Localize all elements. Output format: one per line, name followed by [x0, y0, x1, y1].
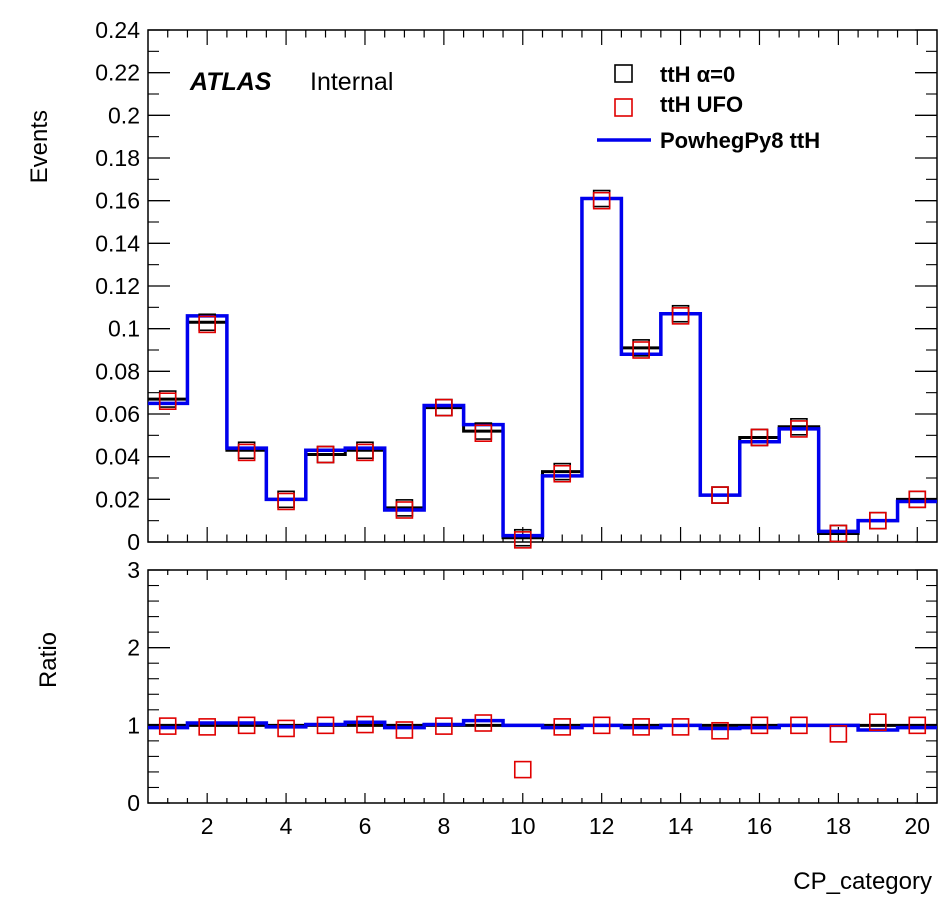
- main-point-ufo: [513, 531, 532, 549]
- x-tick-label: 2: [201, 813, 214, 839]
- main-ytick-label: 0.2: [108, 102, 140, 128]
- x-tick-label: 14: [668, 813, 694, 839]
- ratio-point-ufo: [790, 716, 808, 735]
- ratio-point-ufo: [592, 716, 611, 735]
- main-point-ufo: [198, 315, 216, 334]
- main-ytick-label: 0.04: [95, 444, 140, 470]
- main-point-ufo: [553, 464, 572, 483]
- ratio-ytick-label: 3: [127, 557, 140, 583]
- x-axis-label: CP_category: [793, 868, 932, 895]
- legend-label-ufo: ttH UFO: [660, 92, 743, 117]
- ratio-point-ufo: [829, 725, 848, 743]
- main-series-powheg-line: [148, 196, 937, 538]
- ratio-point-ufo: [711, 721, 729, 740]
- main-ytick-label: 0.16: [95, 188, 140, 214]
- legend-label-alpha0: ttH α=0: [660, 62, 735, 87]
- x-tick-label: 6: [359, 813, 372, 839]
- main-ytick-label: 0.12: [95, 273, 140, 299]
- ratio-point-ufo: [158, 717, 177, 735]
- legend-label-powheg: PowhegPy8 ttH: [660, 128, 820, 153]
- main-ytick-label: 0.02: [95, 486, 140, 512]
- ratio-series-powheg-line: [148, 718, 937, 732]
- atlas-label: ATLAS Internal: [189, 68, 393, 96]
- main-y-axis-label: Events: [26, 110, 53, 183]
- main-point-ufo: [869, 511, 887, 530]
- main-ytick-label: 0.14: [95, 230, 140, 256]
- main-point-ufo: [277, 492, 295, 511]
- main-ytick-label: 0.24: [95, 17, 140, 43]
- main-point-ufo: [158, 392, 177, 411]
- main-point-ufo: [790, 420, 808, 438]
- ratio-point-ufo: [435, 717, 453, 735]
- main-ytick-label: 0: [127, 529, 140, 555]
- x-tick-label: 20: [904, 813, 930, 839]
- main-point-ufo: [711, 486, 729, 504]
- ratio-point-ufo: [277, 719, 295, 738]
- main-point-ufo: [395, 501, 414, 519]
- x-tick-label: 16: [747, 813, 773, 839]
- main-point-ufo: [829, 524, 848, 543]
- ratio-point-ufo: [553, 718, 572, 736]
- main-point-ufo: [671, 307, 690, 325]
- x-tick-label: 4: [280, 813, 293, 839]
- ratio-y-axis-label: Ratio: [35, 632, 62, 688]
- x-tick-label: 18: [826, 813, 852, 839]
- main-ytick-label: 0.06: [95, 401, 140, 427]
- main-point-ufo: [592, 191, 611, 210]
- main-ytick-label: 0.08: [95, 358, 140, 384]
- x-tick-label: 12: [589, 813, 615, 839]
- main-point-ufo: [356, 443, 374, 462]
- x-tick-label: 8: [437, 813, 450, 839]
- x-tick-label: 10: [510, 813, 536, 839]
- ratio-point-ufo: [750, 716, 769, 735]
- ratio-point-ufo: [671, 718, 690, 736]
- ratio-ytick-label: 0: [127, 790, 140, 816]
- atlas-status-label: Internal: [310, 68, 393, 96]
- main-point-ufo: [435, 398, 453, 417]
- legend: ttH α=0 ttH UFO PowhegPy8 ttH: [597, 62, 820, 153]
- main-panel: 0 0.02 0.04 0.06 0.08 0.1 0.12 0.14 0.16 0.18 0.2 0…: [95, 17, 938, 555]
- ratio-point-ufo: [316, 716, 335, 735]
- ratio-point-ufo: [198, 718, 216, 736]
- main-point-ufo: [237, 443, 256, 462]
- ratio-point-ufo: [632, 718, 650, 736]
- ratio-ytick-label: 1: [127, 712, 140, 738]
- ratio-point-ufo: [908, 716, 927, 735]
- main-point-ufo: [908, 490, 927, 509]
- main-point-ufo: [632, 341, 650, 359]
- legend-marker-alpha0: [614, 64, 633, 83]
- main-point-ufo: [474, 424, 493, 443]
- main-point-ufo: [316, 445, 335, 464]
- ratio-ytick-label: 2: [127, 635, 140, 661]
- ratio-point-ufo: [395, 721, 414, 739]
- ratio-point-ufo: [356, 715, 374, 734]
- legend-marker-ufo: [614, 98, 633, 117]
- ratio-point-ufo: [474, 714, 493, 732]
- atlas-experiment-label: ATLAS: [189, 68, 272, 96]
- main-ytick-label: 0.18: [95, 145, 140, 171]
- ratio-frame: [147, 569, 938, 804]
- main-point-ufo: [750, 428, 769, 447]
- ratio-point-ufo: [869, 713, 887, 732]
- ratio-point-ufo: [513, 760, 532, 779]
- ratio-point-ufo: [237, 716, 256, 735]
- main-ytick-label: 0.1: [108, 316, 140, 342]
- main-ytick-label: 0.22: [95, 60, 140, 86]
